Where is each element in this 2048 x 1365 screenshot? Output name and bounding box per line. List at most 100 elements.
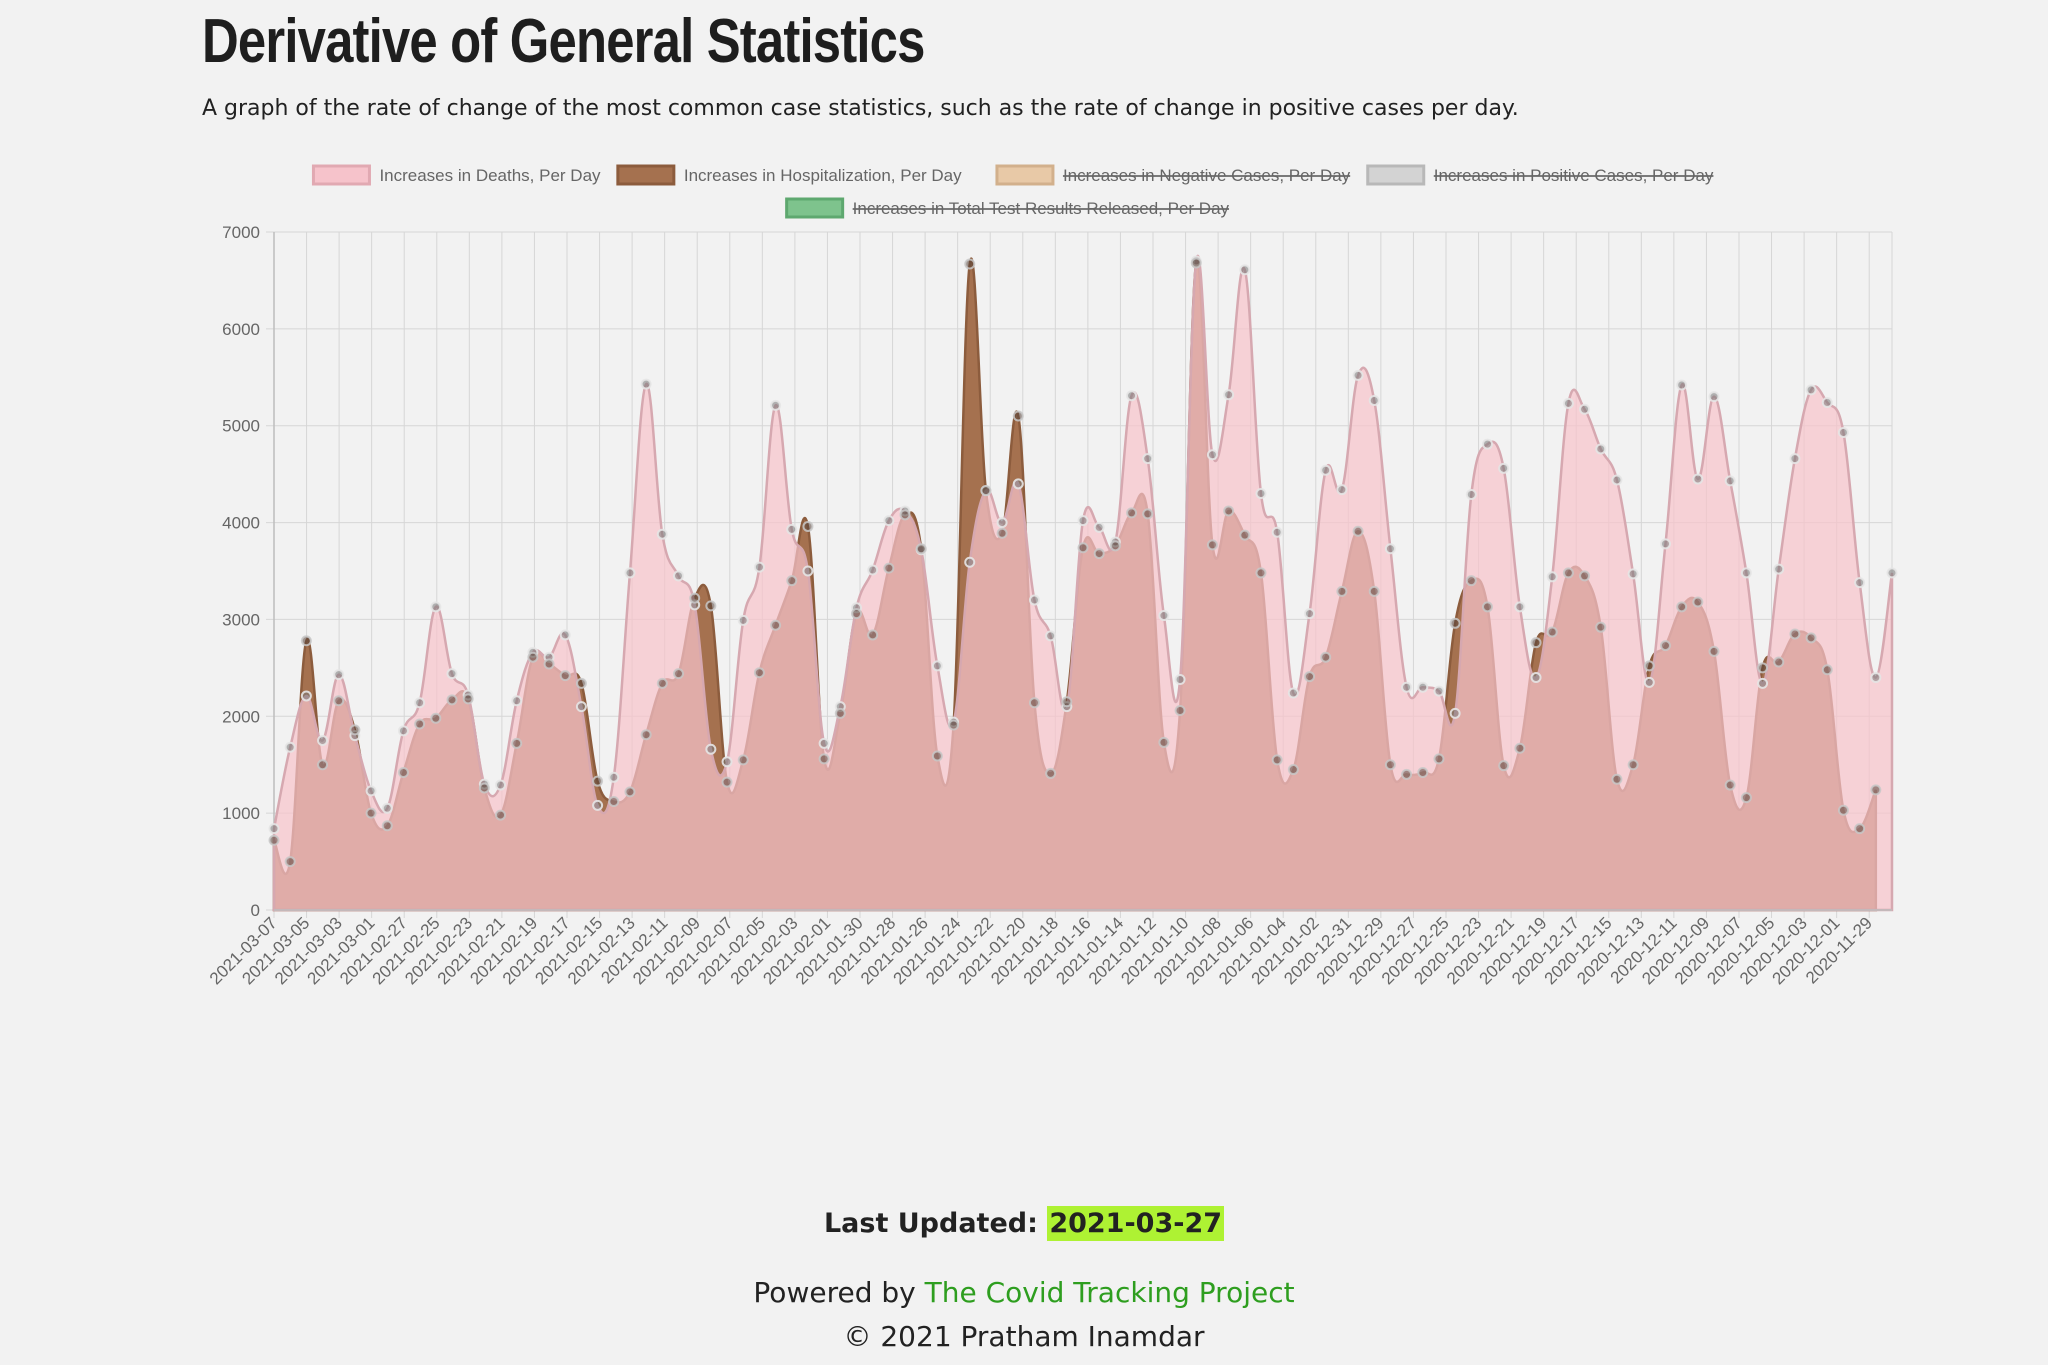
hospitalization-point[interactable] (446, 694, 458, 706)
deaths-point[interactable] (1724, 475, 1736, 487)
legend-item-5[interactable]: Increases in Total Test Results Released… (785, 197, 1230, 219)
deaths-point[interactable] (1740, 567, 1752, 579)
hospitalization-point[interactable] (349, 724, 361, 736)
deaths-point[interactable] (818, 737, 830, 749)
deaths-point[interactable] (883, 515, 895, 527)
hospitalization-point[interactable] (478, 782, 490, 794)
deaths-point[interactable] (1352, 369, 1364, 381)
hospitalization-point[interactable] (1255, 567, 1267, 579)
hospitalization-point[interactable] (867, 629, 879, 641)
deaths-point[interactable] (737, 614, 749, 626)
hospitalization-point[interactable] (964, 258, 976, 270)
deaths-point[interactable] (1498, 462, 1510, 474)
hospitalization-point[interactable] (850, 608, 862, 620)
deaths-point[interactable] (1304, 608, 1316, 620)
hospitalization-point[interactable] (1740, 792, 1752, 804)
hospitalization-point[interactable] (883, 562, 895, 574)
deaths-point[interactable] (1368, 395, 1380, 407)
covid-tracking-project-link[interactable]: The Covid Tracking Project (924, 1276, 1295, 1309)
deaths-point[interactable] (1514, 601, 1526, 613)
hospitalization-point[interactable] (1757, 662, 1769, 674)
hospitalization-point[interactable] (268, 834, 280, 846)
deaths-point[interactable] (1401, 681, 1413, 693)
hospitalization-point[interactable] (381, 820, 393, 832)
hospitalization-point[interactable] (397, 766, 409, 778)
deaths-point[interactable] (1676, 379, 1688, 391)
deaths-point[interactable] (1773, 563, 1785, 575)
legend-item-4[interactable]: Increases in Positive Cases, Per Day (1366, 164, 1714, 186)
hospitalization-point[interactable] (1837, 804, 1849, 816)
deaths-point[interactable] (624, 567, 636, 579)
deaths-point[interactable] (1708, 391, 1720, 403)
hospitalization-point[interactable] (1854, 823, 1866, 835)
hospitalization-point[interactable] (543, 658, 555, 670)
hospitalization-point[interactable] (705, 600, 717, 612)
hospitalization-point[interactable] (996, 527, 1008, 539)
hospitalization-point[interactable] (414, 718, 426, 730)
hospitalization-point[interactable] (1239, 529, 1251, 541)
hospitalization-point[interactable] (770, 619, 782, 631)
deaths-point[interactable] (1417, 681, 1429, 693)
deaths-point[interactable] (640, 378, 652, 390)
deaths-point[interactable] (753, 561, 765, 573)
hospitalization-point[interactable] (317, 759, 329, 771)
hospitalization-point[interactable] (1546, 626, 1558, 638)
hospitalization-point[interactable] (834, 707, 846, 719)
deaths-point[interactable] (656, 528, 668, 540)
hospitalization-point[interactable] (753, 667, 765, 679)
deaths-point[interactable] (1077, 515, 1089, 527)
hospitalization-point[interactable] (1627, 759, 1639, 771)
hospitalization-point[interactable] (559, 670, 571, 682)
deaths-point[interactable] (1174, 673, 1186, 685)
hospitalization-point[interactable] (673, 668, 684, 680)
hospitalization-point[interactable] (365, 807, 377, 819)
hospitalization-point[interactable] (1320, 651, 1332, 663)
deaths-point[interactable] (1789, 453, 1801, 465)
hospitalization-point[interactable] (1061, 696, 1073, 708)
hospitalization-point[interactable] (1514, 742, 1526, 754)
deaths-point[interactable] (770, 399, 782, 411)
hospitalization-point[interactable] (1401, 768, 1413, 780)
hospitalization-point[interactable] (689, 592, 701, 604)
deaths-point[interactable] (317, 735, 329, 746)
deaths-point[interactable] (1611, 474, 1623, 486)
chart-legend[interactable]: Increases in Deaths, Per Day Increases in… (311, 164, 1714, 219)
deaths-point[interactable] (1465, 488, 1477, 500)
hospitalization-point[interactable] (1433, 753, 1445, 765)
deaths-point[interactable] (996, 517, 1008, 529)
hospitalization-point[interactable] (624, 786, 636, 798)
hospitalization-point[interactable] (1530, 637, 1542, 649)
hospitalization-point[interactable] (1028, 697, 1040, 709)
deaths-point[interactable] (673, 570, 684, 582)
hospitalization-point[interactable] (1724, 779, 1736, 791)
deaths-point[interactable] (333, 669, 345, 681)
hospitalization-point[interactable] (1643, 660, 1655, 672)
chart-points[interactable] (268, 255, 1898, 868)
hospitalization-point[interactable] (721, 776, 733, 788)
deaths-point[interactable] (1142, 453, 1154, 465)
deaths-point[interactable] (1320, 464, 1332, 476)
deaths-point[interactable] (430, 601, 442, 613)
deaths-point[interactable] (1433, 685, 1445, 697)
hospitalization-point[interactable] (1595, 621, 1607, 633)
deaths-point[interactable] (1158, 610, 1170, 622)
deaths-point[interactable] (705, 743, 717, 755)
deaths-point[interactable] (365, 785, 377, 797)
hospitalization-point[interactable] (1449, 617, 1461, 629)
hospitalization-point[interactable] (1336, 585, 1348, 597)
deaths-point[interactable] (1546, 571, 1558, 583)
deaths-point[interactable] (1530, 672, 1542, 684)
hospitalization-point[interactable] (1562, 567, 1574, 579)
deaths-point[interactable] (1805, 384, 1817, 396)
deaths-point[interactable] (300, 690, 312, 702)
legend-item-1[interactable]: Increases in Deaths, Per Day (311, 164, 601, 186)
hospitalization-point[interactable] (430, 712, 442, 724)
hospitalization-point[interactable] (1304, 671, 1316, 683)
hospitalization-point[interactable] (656, 677, 668, 689)
deaths-point[interactable] (1627, 568, 1639, 580)
hospitalization-point[interactable] (1126, 507, 1138, 519)
hospitalization-point[interactable] (931, 750, 943, 762)
hospitalization-point[interactable] (1465, 575, 1477, 587)
deaths-point[interactable] (1886, 567, 1898, 579)
hospitalization-point[interactable] (495, 809, 507, 821)
